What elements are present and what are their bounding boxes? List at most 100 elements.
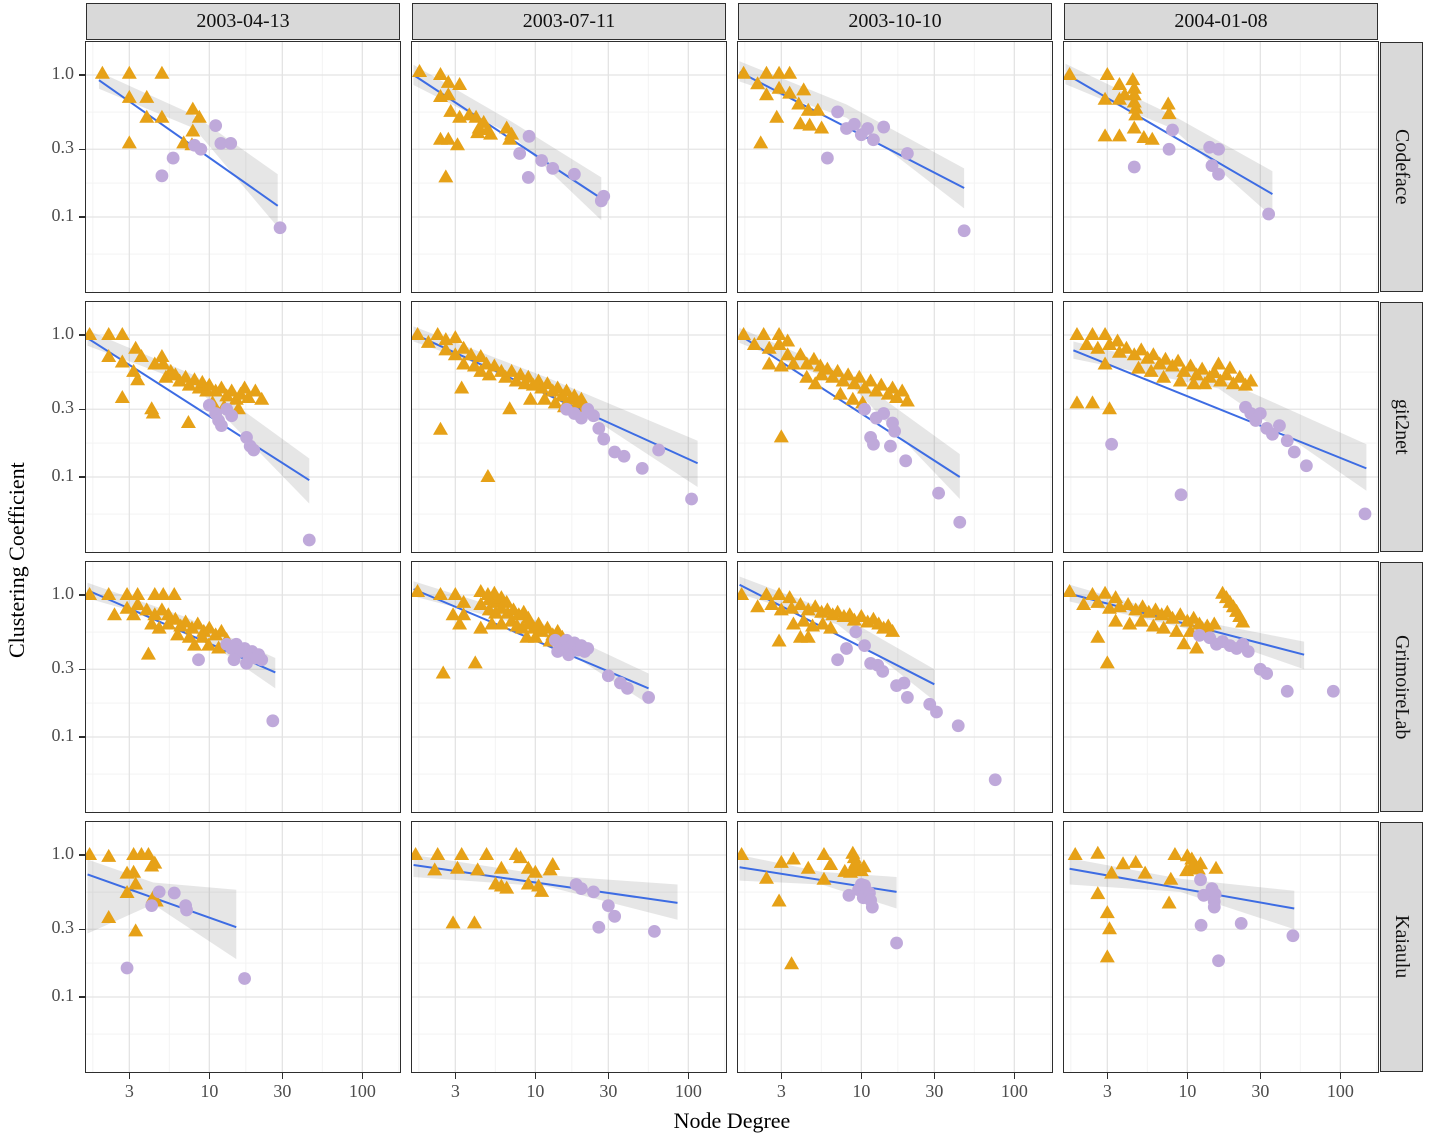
triangle-point: [503, 363, 519, 377]
triangle-point: [501, 400, 517, 414]
circle-point: [1174, 487, 1188, 501]
triangle-point: [100, 909, 116, 923]
circle-point: [1253, 406, 1267, 420]
circle-point: [550, 644, 564, 658]
y-tick-label: 1.0: [51, 63, 75, 83]
facet-column-header: 2003-07-11: [412, 3, 726, 40]
triangle-point: [1118, 340, 1134, 354]
y-tick-label: 1.0: [51, 583, 75, 603]
circle-point: [1104, 437, 1118, 451]
circle-point: [266, 714, 279, 727]
circle-point: [866, 437, 880, 451]
facet-panel-Kaiaulu-2004-01-08: [1062, 820, 1379, 1073]
circle-point: [1358, 507, 1372, 520]
triangle-point: [426, 861, 442, 875]
circle-point: [617, 449, 631, 463]
triangle-point: [1231, 369, 1247, 383]
x-tick-label: 3: [124, 1081, 134, 1101]
x-tick-mark: [128, 1072, 130, 1079]
triangle-point: [253, 391, 269, 405]
circle-point: [1127, 160, 1141, 173]
circle-point: [194, 142, 207, 156]
triangle-point: [180, 414, 196, 428]
triangle-point: [746, 336, 762, 350]
facet-panel-git2net-2003-10-10: [735, 300, 1053, 553]
triangle-point: [467, 654, 483, 668]
triangle-point: [472, 596, 488, 610]
triangle-point: [1115, 855, 1131, 869]
triangle-point: [814, 616, 830, 630]
circle-point: [596, 432, 610, 446]
triangle-point: [1178, 862, 1194, 876]
triangle-point: [94, 65, 110, 79]
trend-line: [86, 873, 237, 928]
triangle-point: [1206, 364, 1222, 378]
triangle-point: [735, 65, 751, 79]
panel-canvas: [735, 41, 1052, 292]
x-tick-label: 100: [1000, 1081, 1028, 1101]
triangle-point: [884, 380, 900, 394]
circle-point: [647, 924, 661, 938]
circle-point: [1280, 684, 1294, 698]
triangle-point: [1172, 373, 1188, 387]
triangle-point: [483, 616, 499, 630]
circle-point: [561, 647, 575, 661]
triangle-point: [140, 646, 156, 660]
triangle-point: [779, 333, 795, 347]
triangle-point: [752, 134, 768, 148]
triangle-point: [155, 356, 171, 370]
triangle-point: [785, 616, 801, 630]
circle-point: [866, 132, 880, 146]
trend-line: [738, 333, 960, 478]
triangle-point: [447, 586, 463, 600]
confidence-band: [87, 859, 236, 959]
circle-point: [857, 402, 871, 416]
triangle-point: [773, 854, 789, 868]
triangle-point: [851, 369, 867, 383]
triangle-point: [894, 383, 910, 397]
triangle-point: [121, 65, 137, 79]
confidence-band: [1065, 63, 1272, 217]
circle-point: [1207, 900, 1221, 914]
circle-point: [607, 909, 621, 923]
triangle-point: [809, 102, 825, 116]
triangle-point: [140, 846, 156, 860]
triangle-point: [1196, 375, 1212, 389]
triangle-point: [862, 373, 878, 387]
triangle-point: [1127, 100, 1143, 114]
triangle-point: [544, 856, 560, 870]
triangle-point: [1101, 400, 1117, 414]
triangle-point: [783, 955, 799, 969]
triangle-point: [114, 354, 130, 368]
triangle-point: [453, 380, 469, 394]
triangle-point: [420, 334, 436, 348]
triangle-point: [771, 336, 787, 350]
triangle-point: [432, 88, 448, 102]
circle-point: [120, 961, 134, 975]
triangle-point: [125, 864, 141, 878]
circle-point: [952, 515, 966, 529]
panel-canvas: [1063, 821, 1378, 1072]
triangle-point: [773, 429, 789, 443]
triangle-point: [407, 846, 423, 860]
triangle-point: [785, 851, 801, 865]
triangle-point: [201, 620, 217, 634]
triangle-point: [429, 326, 445, 340]
triangle-point: [1107, 613, 1123, 627]
triangle-point: [1167, 846, 1183, 860]
triangle-point: [1078, 336, 1094, 350]
triangle-point: [1242, 373, 1258, 387]
triangle-point: [409, 326, 425, 340]
circle-point: [144, 898, 158, 912]
facet-panel-GrimoireLab-2003-04-13: [81, 560, 401, 813]
triangle-point: [846, 612, 862, 626]
triangle-point: [755, 326, 771, 340]
triangle-point: [844, 391, 860, 405]
circle-point: [883, 439, 897, 453]
triangle-point: [100, 326, 116, 340]
triangle-point: [771, 65, 787, 79]
triangle-point: [138, 109, 154, 123]
triangle-point: [432, 586, 448, 600]
circle-point: [1261, 207, 1275, 220]
triangle-point: [1097, 585, 1113, 599]
